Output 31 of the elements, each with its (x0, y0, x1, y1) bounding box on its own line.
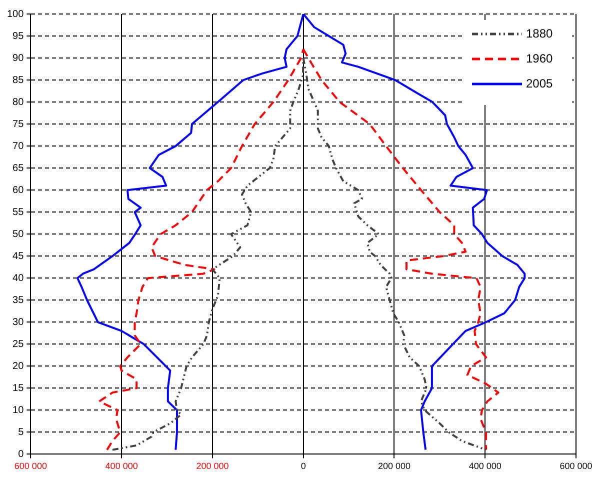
x-tick-label: 600 000 (14, 461, 47, 472)
y-tick-label: 15 (12, 382, 24, 394)
y-tick-label: 10 (12, 404, 24, 416)
y-tick-label: 50 (12, 228, 24, 240)
y-tick-label: 70 (12, 140, 24, 152)
y-tick-label: 80 (12, 96, 24, 108)
y-tick-label: 55 (12, 206, 24, 218)
y-tick-label: 0 (18, 448, 24, 460)
y-tick-label: 85 (12, 74, 24, 86)
legend-label: 2005 (526, 76, 554, 90)
y-tick-label: 30 (12, 316, 24, 328)
x-tick-label: 600 000 (560, 461, 592, 472)
legend-label: 1960 (526, 51, 554, 66)
y-tick-label: 40 (12, 272, 24, 284)
x-tick-label: 0 (300, 461, 306, 472)
y-tick-label: 35 (12, 294, 24, 306)
y-tick-label: 65 (12, 162, 24, 174)
x-tick-label: 200 000 (378, 461, 410, 472)
x-tick-label: 400 000 (105, 461, 138, 472)
y-tick-label: 60 (12, 184, 24, 196)
y-tick-label: 95 (12, 30, 24, 42)
legend-label: 1880 (526, 26, 554, 40)
y-tick-label: 90 (12, 52, 24, 64)
y-tick-label: 100 (6, 8, 24, 20)
y-tick-label: 5 (18, 426, 24, 438)
x-tick-label: 400 000 (468, 461, 502, 472)
y-tick-label: 75 (12, 118, 24, 130)
y-tick-label: 20 (12, 360, 24, 372)
y-tick-label: 45 (12, 250, 24, 262)
x-tick-label: 200 000 (196, 461, 229, 472)
y-tick-label: 25 (12, 338, 24, 350)
